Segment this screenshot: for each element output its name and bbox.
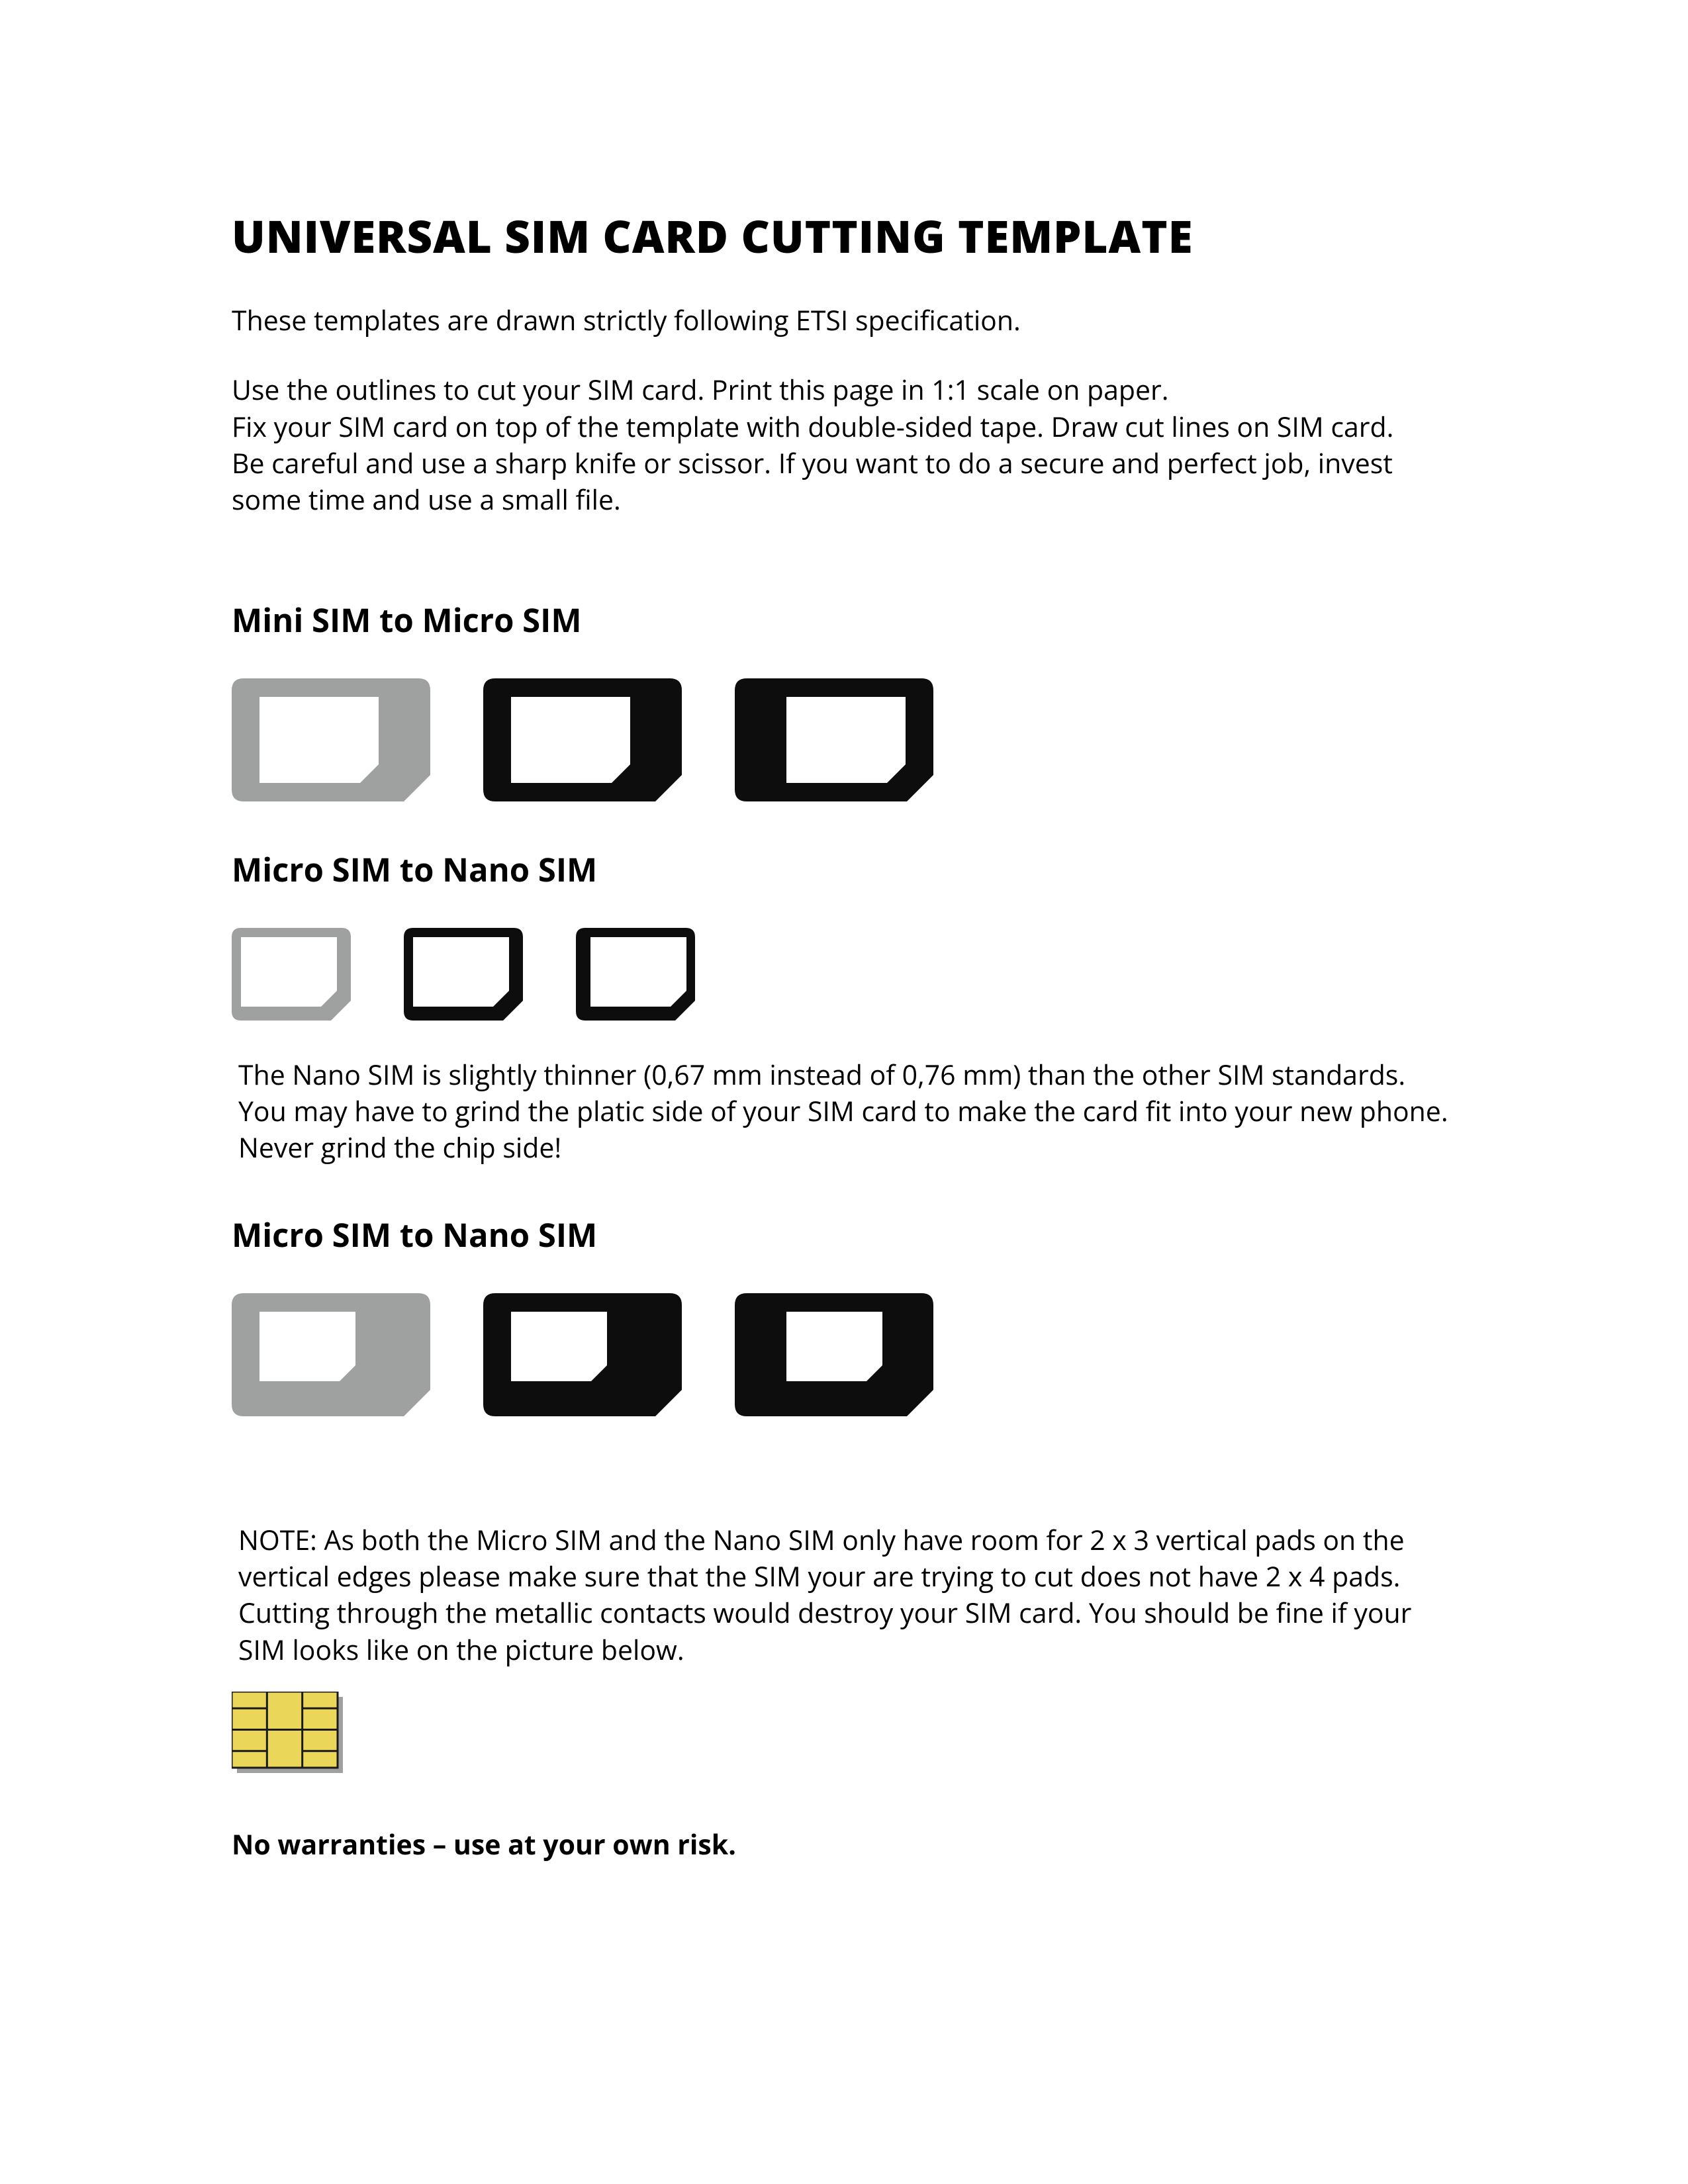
warranty-text: No warranties – use at your own risk. [232, 1826, 1456, 1863]
sim-template-card [735, 1293, 933, 1416]
section3-heading: Micro SIM to Nano SIM [232, 1213, 1456, 1257]
section3-sim-row [232, 1293, 1456, 1416]
sim-template-card [232, 1293, 430, 1416]
sim-chip-diagram [232, 1692, 1456, 1773]
section2-heading: Micro SIM to Nano SIM [232, 848, 1456, 891]
intro-text-1: These templates are drawn strictly follo… [232, 302, 1456, 339]
sim-template-card [483, 1293, 682, 1416]
section2-note: The Nano SIM is slightly thinner (0,67 m… [232, 1057, 1456, 1167]
sim-template-card [576, 928, 695, 1021]
section1-heading: Mini SIM to Micro SIM [232, 598, 1456, 642]
sim-template-card [735, 678, 933, 801]
section2-sim-row [232, 928, 1456, 1021]
sim-template-card [232, 678, 430, 801]
sim-template-card [483, 678, 682, 801]
page-title: UNIVERSAL SIM CARD CUTTING TEMPLATE [232, 205, 1456, 266]
footnote: NOTE: As both the Micro SIM and the Nano… [232, 1522, 1456, 1668]
sim-template-card [232, 928, 351, 1021]
sim-template-card [404, 928, 523, 1021]
section1-sim-row [232, 678, 1456, 801]
intro-text-2: Use the outlines to cut your SIM card. P… [232, 372, 1456, 518]
